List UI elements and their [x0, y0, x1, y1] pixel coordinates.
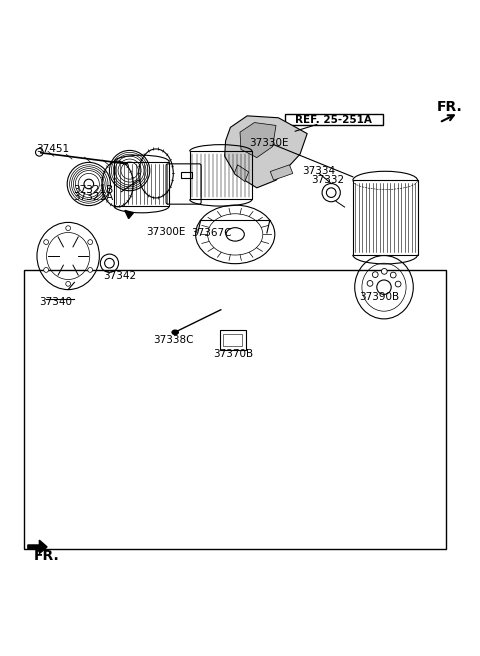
Text: 37334: 37334	[302, 165, 336, 176]
Circle shape	[88, 268, 93, 272]
Bar	[353, 180, 418, 255]
Bar	[190, 152, 252, 199]
Text: 37332: 37332	[311, 175, 344, 185]
Text: FR.: FR.	[437, 100, 463, 114]
Polygon shape	[270, 165, 293, 180]
Text: 37330E: 37330E	[250, 138, 289, 148]
Circle shape	[88, 239, 93, 245]
Polygon shape	[234, 165, 249, 182]
Polygon shape	[125, 211, 133, 218]
Text: 37321A: 37321A	[73, 192, 113, 202]
Bar	[223, 334, 242, 346]
Circle shape	[66, 226, 71, 230]
Polygon shape	[28, 540, 47, 554]
FancyBboxPatch shape	[285, 114, 383, 125]
Circle shape	[390, 272, 396, 278]
Ellipse shape	[172, 330, 179, 335]
Circle shape	[372, 272, 378, 277]
Polygon shape	[240, 123, 276, 157]
Text: 37370B: 37370B	[214, 350, 254, 359]
Bar	[220, 331, 246, 350]
Circle shape	[382, 268, 387, 274]
Text: 37451: 37451	[36, 144, 69, 154]
Bar	[114, 162, 169, 206]
Circle shape	[84, 179, 94, 189]
Circle shape	[44, 268, 48, 272]
Text: 37390B: 37390B	[359, 292, 399, 302]
Text: 37321B: 37321B	[73, 185, 113, 195]
Text: 37338C: 37338C	[154, 335, 194, 344]
Circle shape	[36, 148, 43, 156]
Circle shape	[44, 239, 48, 245]
Text: REF. 25-251A: REF. 25-251A	[295, 115, 372, 125]
Bar	[181, 172, 192, 178]
Polygon shape	[225, 116, 307, 188]
Text: FR.: FR.	[34, 549, 60, 563]
Text: 37300E: 37300E	[146, 227, 185, 237]
Circle shape	[395, 281, 401, 287]
Circle shape	[367, 281, 373, 286]
Text: 37367C: 37367C	[191, 228, 231, 238]
Text: 37342: 37342	[103, 271, 136, 281]
Circle shape	[66, 281, 71, 286]
Bar	[24, 270, 446, 549]
Text: 37340: 37340	[39, 297, 72, 307]
